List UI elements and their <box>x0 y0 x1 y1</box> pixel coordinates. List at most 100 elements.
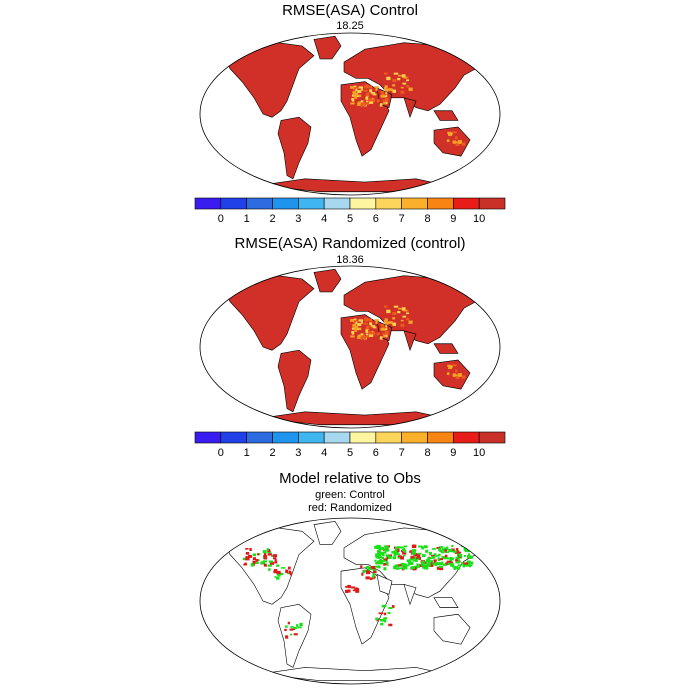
colorbar-label: 2 <box>269 213 275 225</box>
desert-speckle <box>357 90 362 94</box>
control-cell <box>440 551 444 554</box>
colorbar-swatch <box>375 197 402 210</box>
randomized-cell <box>243 563 248 566</box>
desert-speckle <box>384 321 389 325</box>
control-cell <box>406 564 410 567</box>
control-cell <box>450 563 455 567</box>
randomized-cell <box>345 589 349 593</box>
control-cell <box>394 550 398 554</box>
control-cell <box>383 619 387 623</box>
control-cell <box>383 562 387 565</box>
control-cell <box>399 546 404 549</box>
desert-speckle <box>403 76 408 79</box>
control-cell <box>383 617 388 620</box>
control-cell <box>432 562 435 565</box>
desert-speckle <box>392 322 397 327</box>
desert-speckle <box>368 85 373 89</box>
control-cell <box>381 559 386 562</box>
randomized-cell <box>345 586 349 588</box>
continent-se-asia-islands <box>433 110 459 121</box>
desert-speckle <box>366 92 370 96</box>
continent-se-asia-islands <box>433 597 459 608</box>
desert-speckle <box>352 91 357 94</box>
colorbar-swatch <box>401 197 428 210</box>
desert-speckle <box>350 335 355 338</box>
control-cell <box>285 569 289 573</box>
control-cell <box>374 545 378 548</box>
control-cell <box>440 561 444 565</box>
control-cell <box>433 560 437 563</box>
control-cell <box>299 622 303 627</box>
desert-speckle <box>368 101 374 104</box>
desert-speckle <box>377 99 380 103</box>
control-cell <box>450 548 455 551</box>
desert-speckle <box>364 317 369 322</box>
desert-speckle <box>370 330 374 333</box>
control-cell <box>288 570 292 574</box>
control-cell <box>466 545 470 549</box>
control-cell <box>465 525 468 529</box>
desert-speckle <box>360 336 363 340</box>
desert-speckle <box>402 82 407 85</box>
desert-speckle <box>386 76 391 81</box>
control-cell <box>452 566 457 568</box>
desert-speckle <box>357 101 362 105</box>
colorbar-swatch <box>401 431 428 444</box>
randomized-cell <box>351 586 356 589</box>
control-cell <box>437 557 440 561</box>
desert-speckle <box>384 94 388 98</box>
control-cell <box>387 611 391 614</box>
control-cell <box>394 548 399 553</box>
control-cell <box>453 550 458 553</box>
control-cell <box>458 553 463 557</box>
randomized-cell <box>267 549 271 553</box>
control-cell <box>427 557 432 560</box>
control-cell <box>397 546 402 549</box>
continent-india <box>403 97 417 119</box>
control-cell <box>418 545 423 548</box>
control-cell <box>422 566 425 569</box>
desert-speckle <box>408 320 413 324</box>
desert-speckle <box>397 311 401 314</box>
desert-speckle <box>452 364 457 367</box>
desert-speckle <box>405 79 410 82</box>
panel-2-title: RMSE(ASA) Randomized (control) <box>234 235 466 252</box>
control-cell <box>377 565 381 569</box>
desert-speckle <box>383 72 388 75</box>
control-cell <box>430 560 434 563</box>
control-cell <box>284 628 287 632</box>
control-cell <box>469 564 473 567</box>
control-cell <box>463 562 469 565</box>
colorbar-label: 5 <box>347 213 353 225</box>
desert-speckle <box>381 94 386 97</box>
control-cell <box>380 622 384 626</box>
colorbar-swatch <box>298 197 325 210</box>
desert-speckle <box>452 373 456 377</box>
control-cell <box>445 546 449 550</box>
control-cell <box>443 557 448 560</box>
colorbar-swatch <box>272 197 299 210</box>
control-cell <box>380 546 385 550</box>
desert-speckle <box>385 92 388 95</box>
control-cell <box>375 555 380 559</box>
control-cell <box>418 564 423 567</box>
panel-3-legend-control: green: Control <box>315 489 385 501</box>
randomized-cell <box>274 559 277 563</box>
desert-speckle <box>455 136 458 140</box>
control-cell <box>464 549 468 553</box>
control-cell <box>443 547 448 551</box>
randomized-cell <box>363 569 366 573</box>
control-cell <box>385 545 389 550</box>
colorbar-label: 0 <box>218 213 224 225</box>
colorbar-swatch <box>478 431 506 444</box>
desert-speckle <box>381 325 385 328</box>
control-cell <box>438 553 441 557</box>
control-cell <box>287 572 290 575</box>
desert-speckle <box>368 334 374 337</box>
randomized-cell <box>257 559 260 562</box>
desert-speckle <box>372 100 375 103</box>
desert-speckle <box>392 84 396 87</box>
control-cell <box>288 566 291 570</box>
colorbar-label: 4 <box>321 213 327 225</box>
control-cell <box>467 553 471 556</box>
